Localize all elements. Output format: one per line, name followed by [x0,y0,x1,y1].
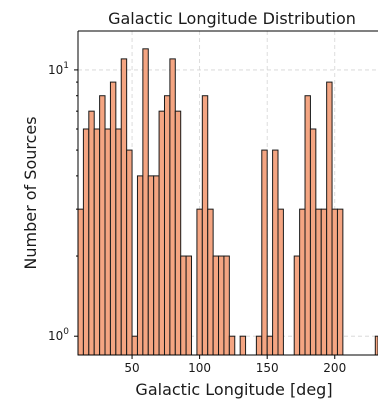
x-tick-label: 150 [256,361,279,375]
histogram-bar [153,175,160,356]
histogram-bar [99,95,106,356]
histogram-bar [293,255,301,356]
x-tick-label: 50 [124,361,139,375]
histogram-bar [277,208,284,356]
x-axis-label: Galactic Longitude [deg] [135,380,332,399]
histogram-bar [196,208,203,356]
histogram-bar [120,58,128,356]
histogram-bar [77,208,84,356]
histogram-bar [180,255,187,356]
histogram-bar [201,95,209,356]
histogram-bar [169,58,176,356]
bars [77,48,378,356]
histogram-bar [93,128,101,356]
histogram-bar [115,128,122,356]
histogram-bar [142,48,149,356]
y-axis-label: Number of Sources [21,116,40,269]
histogram-bar [304,95,311,356]
chart-title: Galactic Longitude Distribution [108,9,356,28]
histogram-bar [223,255,230,356]
histogram-bar [336,208,344,356]
histogram-bar [136,175,144,356]
x-tick-label: 200 [323,361,346,375]
histogram-bar [320,208,328,356]
histogram-bar [309,128,317,356]
x-tick-label: 100 [188,361,211,375]
histogram-bar [109,81,117,356]
histogram-bar [163,95,171,356]
histogram-bar [207,208,214,356]
y-tick-label: 101 [48,61,69,77]
histogram-bar [158,110,165,356]
histogram-bar [174,110,182,356]
y-tick-label: 100 [48,327,69,343]
histogram-bar [126,149,133,356]
histogram-bar [185,255,193,356]
histogram-bar [131,335,138,356]
histogram-bar [147,175,155,356]
histogram-bar [315,208,322,356]
plot-area: 50 100 150 200 100 101 [48,30,378,375]
histogram-bar [218,255,225,356]
histogram-bar [331,208,338,356]
histogram-bar [239,335,247,356]
axes [77,30,378,356]
histogram-bar [326,81,333,356]
histogram-bar [212,255,220,356]
histogram-bar [272,149,279,356]
histogram-bar [82,128,90,356]
histogram-bar [299,208,306,356]
histogram-bar [228,335,236,356]
histogram-bar [255,335,263,356]
histogram-bar [266,335,274,356]
histogram-bar [88,110,95,356]
histogram-bar [104,128,111,356]
histogram-bar [261,149,268,356]
